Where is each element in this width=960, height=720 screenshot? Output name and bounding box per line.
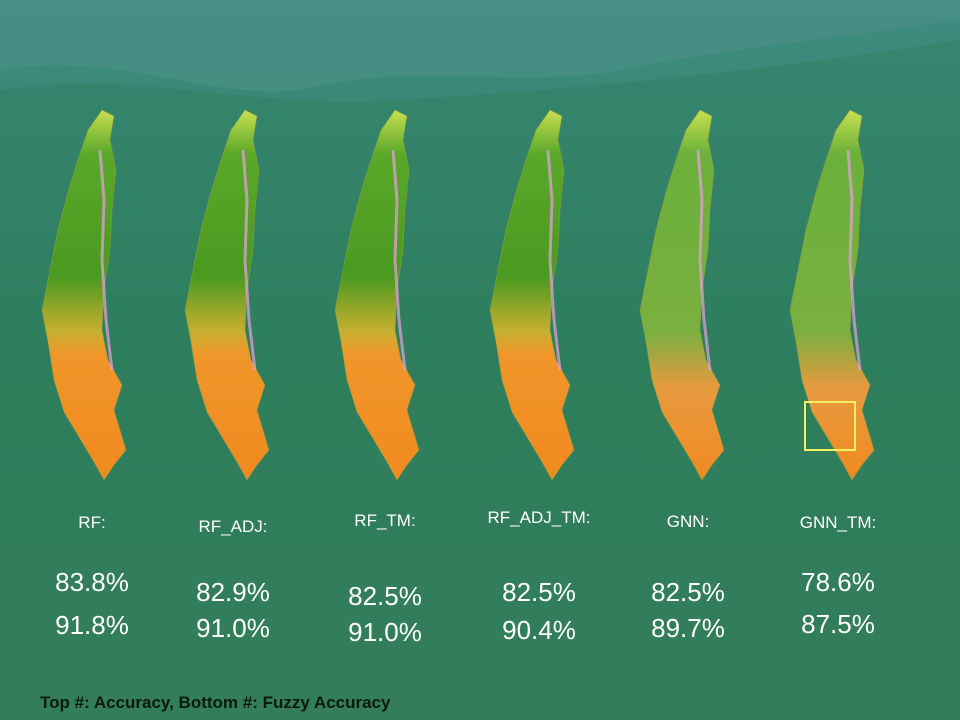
map-detail xyxy=(696,149,712,371)
accuracy: 82.5% xyxy=(348,581,422,611)
model-name: GNN_TM: xyxy=(800,513,877,532)
map-detail xyxy=(98,149,114,371)
model-name: RF: xyxy=(78,513,105,532)
map-detail xyxy=(241,149,257,371)
fuzzy-accuracy: 91.0% xyxy=(196,613,270,643)
fuzzy-accuracy: 91.0% xyxy=(348,617,422,647)
fuzzy-accuracy: 89.7% xyxy=(651,613,725,643)
fuzzy-accuracy: 90.4% xyxy=(502,615,576,645)
highlight-box xyxy=(804,401,856,451)
map-detail xyxy=(846,149,862,371)
model-name: RF_TM: xyxy=(354,511,415,530)
model-name: RF_ADJ: xyxy=(199,517,268,536)
accuracy: 82.5% xyxy=(502,577,576,607)
sky xyxy=(0,0,960,92)
columns: RF: 83.8% 91.8% RF_ADJ: 82.9% 91.0% RF_TM: 82.5… xyxy=(55,508,876,647)
accuracy: 78.6% xyxy=(801,567,875,597)
fuzzy-accuracy: 91.8% xyxy=(55,610,129,640)
map-detail xyxy=(391,149,407,371)
accuracy: 83.8% xyxy=(55,567,129,597)
fuzzy-accuracy: 87.5% xyxy=(801,609,875,639)
model-name: RF_ADJ_TM: xyxy=(488,508,591,527)
accuracy: 82.5% xyxy=(651,577,725,607)
model-name: GNN: xyxy=(667,512,710,531)
maps xyxy=(41,109,875,481)
footer: Top #: Accuracy, Bottom #: Fuzzy Accurac… xyxy=(40,693,391,712)
map-detail xyxy=(546,149,562,371)
accuracy: 82.9% xyxy=(196,577,270,607)
